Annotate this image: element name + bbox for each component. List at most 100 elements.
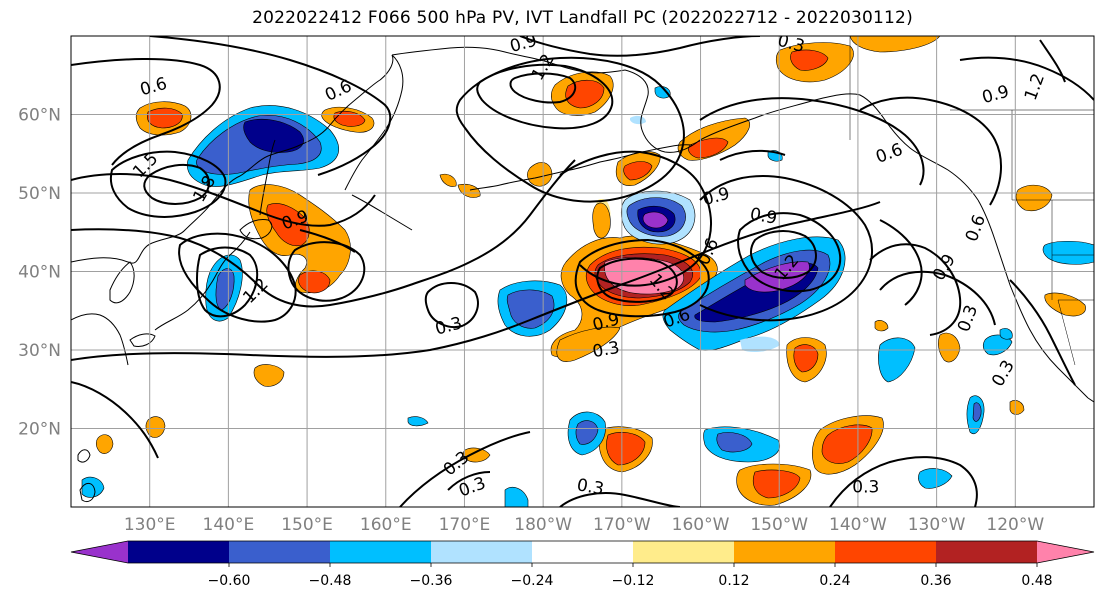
shade-orange-central-tail	[556, 326, 621, 362]
shade-red-gulf	[688, 137, 729, 159]
contour-09-east	[737, 212, 842, 293]
contour-label: 0.9	[748, 204, 778, 228]
colorbar-tick-label: 0.48	[1021, 573, 1052, 589]
coast-kuril	[351, 194, 413, 231]
colorbar-segment	[128, 541, 230, 563]
latitude-labels: 60°N 50°N 40°N 30°N 20°N	[18, 106, 61, 440]
contour-09-nw	[71, 173, 376, 227]
coast-sakhalin	[259, 139, 276, 216]
lon-label: 140°W	[829, 515, 887, 535]
contour-label: 0.3	[575, 475, 605, 499]
coast-kamchatka	[344, 54, 404, 191]
contour-03-sub-4	[829, 456, 978, 507]
contour-12-bering	[476, 63, 614, 130]
shade-blue-sub-4	[972, 402, 982, 422]
shade-navy-okhotsk	[243, 119, 304, 153]
coast-luzon	[79, 483, 96, 503]
colorbar-segment	[734, 541, 836, 563]
contour-12-east	[749, 230, 817, 279]
shade-cyan-sub-5	[918, 468, 953, 489]
contour-label: 0.9	[508, 31, 539, 57]
shade-red-sub-4	[606, 432, 646, 466]
coastlines	[71, 46, 1094, 503]
colorbar-tick-label: −0.24	[511, 573, 554, 589]
shade-lightblue-sub	[630, 115, 646, 125]
shade-blue-sub-2	[716, 432, 753, 453]
contour-12-center	[596, 257, 678, 303]
shade-red-canada-north	[790, 49, 829, 71]
border-us-mexico	[1057, 299, 1076, 366]
contour-03-sub-3	[559, 492, 681, 507]
shade-orange-sub-7	[145, 416, 166, 438]
coast-kyushu	[129, 333, 156, 347]
shade-cyan-sub-13	[999, 328, 1013, 340]
colorbar: −0.60 −0.48 −0.36 −0.24 −0.12 0.12 0.24 0.36 0.4…	[70, 540, 1095, 589]
contour-03-kam-south	[299, 229, 356, 253]
contour-15-okhotsk-closed	[109, 150, 227, 218]
colorbar-tick-label: 0.24	[819, 573, 850, 589]
lon-label: 130°E	[124, 515, 176, 535]
lat-label: 20°N	[18, 420, 61, 440]
contour-09-big	[455, 56, 685, 203]
coast-taiwan	[77, 449, 91, 463]
contour-03-sub-2	[447, 471, 491, 491]
lat-label: 30°N	[18, 341, 61, 361]
shade-cyan-sub-3	[878, 337, 916, 383]
colorbar-tick-label: 0.12	[718, 573, 749, 589]
shade-blue-japan	[215, 268, 235, 311]
shade-orange-sub-10	[1009, 400, 1025, 415]
lon-label: 170°W	[593, 515, 651, 535]
lat-label: 40°N	[18, 263, 61, 283]
gridlines	[71, 36, 1094, 507]
shade-red-aleutian	[623, 161, 653, 181]
contour-06-nwus	[879, 270, 996, 326]
lon-label: 140°E	[203, 515, 255, 535]
colorbar-tick-label: −0.36	[410, 573, 453, 589]
shade-orange-sub-5	[938, 332, 961, 363]
contour-03-south-east	[879, 219, 923, 306]
plot-title: 2022022412 F066 500 hPa PV, IVT Landfall…	[252, 8, 913, 28]
contour-label: 0.3	[591, 338, 621, 362]
colorbar-segment	[431, 541, 533, 563]
colorbar-tick-label: 0.36	[920, 573, 951, 589]
map-content: 0.6 0.61.51.80.91.20.91.20.30.9 1.20.60.90…	[71, 31, 1094, 507]
colorbar-outline	[70, 540, 1095, 564]
positive-anomaly-shading	[95, 36, 1086, 506]
lon-label: 160°W	[672, 515, 730, 535]
contour-18-okhotsk-closed	[143, 163, 210, 205]
shade-cyan-sub-10	[81, 476, 105, 498]
contour-label: 0.3	[852, 477, 879, 497]
lat-label: 50°N	[18, 184, 61, 204]
contour-06-okhotsk	[149, 36, 392, 176]
colorbar-tick-label: −0.48	[309, 573, 352, 589]
contour-03-east	[1009, 279, 1076, 386]
lon-label: 170°E	[439, 515, 491, 535]
shade-blue-wc	[506, 289, 555, 329]
shade-cyan-sub-9	[407, 416, 429, 427]
colorbar-segment	[229, 541, 331, 563]
coast-japan-hokkaido	[239, 219, 273, 240]
contour-03-south	[71, 201, 881, 361]
contour-03-north	[71, 159, 576, 308]
contour-03-sub-1	[399, 431, 531, 507]
colorbar-extend-low	[71, 541, 128, 563]
lon-label: 150°W	[750, 515, 808, 535]
contour-12-arctic-east	[1039, 39, 1066, 83]
shade-orange-top-center	[849, 36, 941, 53]
shade-red-sub-1	[793, 344, 819, 373]
contour-09-center	[574, 238, 710, 318]
contour-06-sakhalin	[71, 58, 221, 166]
colorbar-segment	[936, 541, 1038, 563]
shade-lightblue-big-tail	[740, 336, 780, 353]
shade-red-sub-3	[752, 469, 801, 499]
map-frame	[70, 35, 1095, 508]
lon-label: 180°W	[514, 515, 572, 535]
contour-12-inner	[509, 72, 577, 104]
coast-nw-america	[977, 199, 1089, 399]
coast-korea	[109, 261, 135, 304]
shade-orange-sub-11	[874, 320, 889, 332]
contour-09-japan	[178, 232, 297, 323]
shade-cyan-sub-8	[504, 487, 529, 507]
shade-red-kamchatka	[266, 203, 310, 247]
